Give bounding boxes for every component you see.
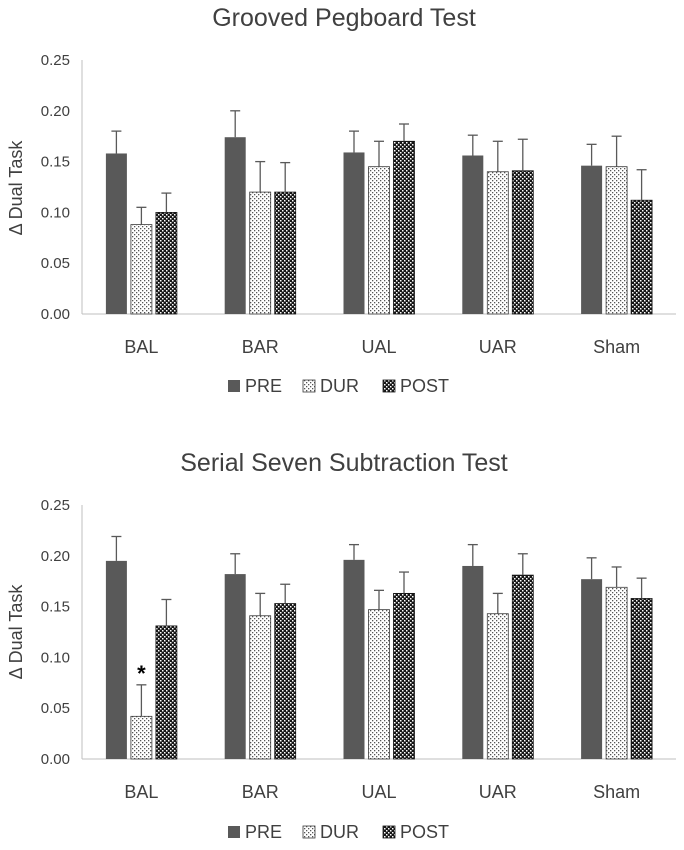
y-tick-label: 0.25 [41,52,70,69]
y-axis-label: Δ Dual Task [6,140,26,236]
y-tick-label: 0.20 [41,103,70,120]
bar-pre-bal [105,153,127,314]
legend-swatch-post [382,379,396,393]
chart-title: Serial Seven Subtraction Test [180,449,508,477]
x-category-label: BAL [124,337,158,357]
legend-label-post: POST [400,822,449,842]
y-tick-label: 0.15 [41,599,70,616]
bar-pre-sham [581,165,603,314]
bar-dur-ual [368,166,390,315]
chart-1: Grooved Pegboard Test Δ Dual Task 0.00 0.05… [6,4,676,396]
bar-post-bar [274,191,297,315]
bar-dur-sham [605,166,628,315]
significance-marker: * [137,661,146,686]
bar-pre-ual [343,152,365,314]
bar-pre-ual [343,559,365,759]
y-tick-label: 0.00 [41,306,70,323]
y-tick-label: 0.05 [41,700,70,717]
bar-pre-bar [224,574,246,759]
y-tick-label: 0.10 [41,649,70,666]
x-category-label: UAR [479,782,517,802]
bar-post-ual [393,592,415,760]
bar-dur-sham [605,586,628,760]
legend-swatch-post [382,825,396,839]
bar-pre-uar [462,155,484,314]
y-tick-label: 0.05 [41,255,70,272]
bar-pre-bar [224,137,246,314]
bar-dur-bar [249,615,272,760]
y-tick-label: 0.20 [41,548,70,565]
y-tick-label: 0.25 [41,497,70,514]
bar-dur-bar [249,191,272,315]
x-category-label: UAL [361,337,396,357]
x-category-label: BAL [124,782,158,802]
bar-post-bar [274,603,297,760]
y-tick-label: 0.10 [41,204,70,221]
legend-swatch-dur [302,825,316,839]
bar-post-ual [393,140,415,315]
x-category-label: Sham [593,337,640,357]
legend-label-dur: DUR [320,822,359,842]
bar-dur-ual [368,609,390,760]
x-category-label: UAL [361,782,396,802]
bar-dur-bal [130,715,153,760]
x-category-label: Sham [593,782,640,802]
x-category-label: BAR [242,337,279,357]
bar-dur-uar [486,171,509,315]
bar-post-bal [155,211,178,315]
legend-label-pre: PRE [245,376,282,396]
bar-post-sham [630,199,653,315]
bar-pre-bal [105,560,127,759]
bar-dur-bal [130,224,153,315]
legend-label-dur: DUR [320,376,359,396]
legend-label-pre: PRE [245,822,282,842]
legend-swatch-pre [228,380,240,392]
bar-post-uar [511,574,534,760]
bar-post-bal [155,625,178,760]
legend-label-post: POST [400,376,449,396]
y-tick-label: 0.00 [41,751,70,768]
bar-dur-uar [486,613,509,760]
y-axis-label: Δ Dual Task [6,584,26,680]
bar-pre-sham [581,579,603,759]
x-category-label: BAR [242,782,279,802]
bar-pre-uar [462,565,484,759]
legend-swatch-dur [302,379,316,393]
y-tick-label: 0.15 [41,154,70,171]
chart-title: Grooved Pegboard Test [212,4,476,32]
legend-swatch-pre [228,826,240,838]
x-category-label: UAR [479,337,517,357]
chart-2: Serial Seven Subtraction Test Δ Dual Task… [6,449,676,842]
bar-post-sham [630,598,653,760]
bar-post-uar [511,170,534,315]
